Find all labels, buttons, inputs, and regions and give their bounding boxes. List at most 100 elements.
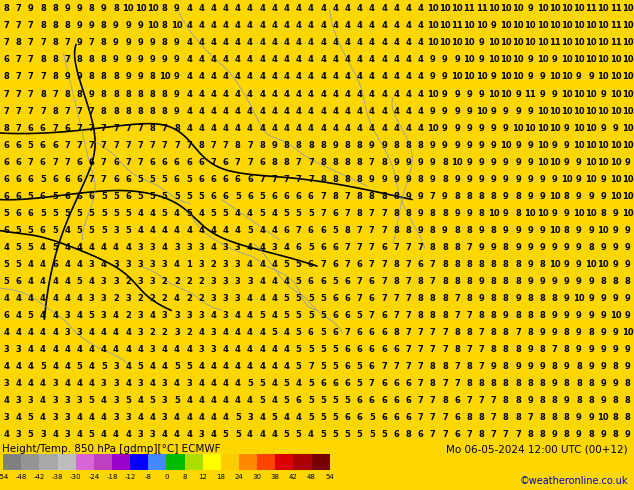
Text: 4: 4 — [332, 55, 338, 65]
Text: 5: 5 — [259, 209, 265, 218]
Text: 5: 5 — [186, 362, 192, 371]
Text: 8: 8 — [552, 294, 557, 303]
Text: 7: 7 — [113, 123, 119, 133]
Text: 8: 8 — [418, 277, 424, 286]
Text: -30: -30 — [70, 474, 82, 480]
Text: 5: 5 — [186, 192, 192, 201]
Bar — [311, 454, 330, 470]
Text: 9: 9 — [564, 260, 569, 269]
Text: 9: 9 — [540, 192, 545, 201]
Text: 4: 4 — [210, 73, 216, 81]
Text: 8: 8 — [16, 38, 22, 48]
Bar — [257, 454, 275, 470]
Text: 8: 8 — [320, 174, 326, 184]
Text: 9: 9 — [612, 226, 618, 235]
Text: 6: 6 — [198, 174, 204, 184]
Text: 10: 10 — [561, 4, 573, 13]
Text: 8: 8 — [126, 106, 131, 116]
Text: 4: 4 — [271, 209, 277, 218]
Text: 4: 4 — [198, 123, 204, 133]
Text: 5: 5 — [16, 226, 22, 235]
Text: 5: 5 — [320, 294, 326, 303]
Text: 7: 7 — [77, 141, 82, 149]
Text: 6: 6 — [77, 158, 82, 167]
Text: 5: 5 — [162, 192, 167, 201]
Text: 7: 7 — [345, 260, 351, 269]
Text: 9: 9 — [600, 90, 606, 98]
Text: 7: 7 — [454, 362, 460, 371]
Text: 5: 5 — [89, 430, 94, 439]
Text: 7: 7 — [418, 362, 424, 371]
Text: 10: 10 — [439, 4, 451, 13]
Text: 8: 8 — [101, 106, 107, 116]
Text: 8: 8 — [564, 430, 569, 439]
Text: 4: 4 — [210, 396, 216, 405]
Text: 7: 7 — [515, 430, 521, 439]
Text: 8: 8 — [393, 192, 399, 201]
Text: 5: 5 — [308, 345, 314, 354]
Text: 4: 4 — [223, 106, 229, 116]
Text: 5: 5 — [77, 226, 82, 235]
Text: 9: 9 — [540, 73, 545, 81]
Text: 4: 4 — [64, 243, 70, 252]
Text: 9: 9 — [442, 192, 448, 201]
Text: 48: 48 — [307, 474, 316, 480]
Text: 4: 4 — [259, 226, 265, 235]
Text: 8: 8 — [515, 277, 521, 286]
Text: 9: 9 — [454, 174, 460, 184]
Text: 8: 8 — [467, 192, 472, 201]
Text: 8: 8 — [454, 260, 460, 269]
Text: 8: 8 — [479, 379, 484, 388]
Text: 8: 8 — [503, 294, 508, 303]
Text: 6: 6 — [454, 430, 460, 439]
Text: 6: 6 — [381, 328, 387, 337]
Text: 6: 6 — [418, 260, 424, 269]
Text: 9: 9 — [564, 243, 569, 252]
Text: 10: 10 — [622, 4, 633, 13]
Text: 3: 3 — [101, 277, 107, 286]
Text: 8: 8 — [113, 90, 119, 98]
Text: 4: 4 — [210, 38, 216, 48]
Text: 7: 7 — [418, 396, 424, 405]
Text: 7: 7 — [65, 55, 70, 65]
Text: 7: 7 — [369, 209, 375, 218]
Text: 11: 11 — [463, 4, 475, 13]
Text: 9: 9 — [442, 73, 448, 81]
Text: 9: 9 — [564, 141, 569, 149]
Text: 10: 10 — [536, 4, 548, 13]
Text: 3: 3 — [162, 396, 167, 405]
Text: 3: 3 — [138, 311, 143, 320]
Text: 9: 9 — [588, 192, 594, 201]
Text: 9: 9 — [600, 294, 606, 303]
Text: 4: 4 — [271, 73, 277, 81]
Text: -24: -24 — [88, 474, 100, 480]
Text: 6: 6 — [247, 192, 253, 201]
Text: 10: 10 — [561, 90, 573, 98]
Text: 10: 10 — [585, 209, 597, 218]
Text: 4: 4 — [40, 413, 46, 422]
Text: 8: 8 — [89, 55, 94, 65]
Text: 5: 5 — [271, 413, 277, 422]
Text: 10: 10 — [549, 226, 560, 235]
Text: 3: 3 — [126, 260, 131, 269]
Text: 9: 9 — [174, 4, 180, 13]
Text: 8: 8 — [564, 226, 569, 235]
Text: 5: 5 — [52, 226, 58, 235]
Text: 10: 10 — [561, 174, 573, 184]
Text: 10: 10 — [597, 106, 609, 116]
Text: 8: 8 — [564, 345, 569, 354]
Text: 10: 10 — [573, 55, 585, 65]
Text: 5: 5 — [357, 379, 363, 388]
Text: 4: 4 — [150, 413, 155, 422]
Text: 8: 8 — [515, 209, 521, 218]
Text: 10: 10 — [597, 73, 609, 81]
Text: 6: 6 — [16, 192, 22, 201]
Text: 8: 8 — [442, 277, 448, 286]
Text: 9: 9 — [564, 123, 569, 133]
Text: 5: 5 — [113, 209, 119, 218]
Text: 9: 9 — [515, 294, 521, 303]
Text: 5: 5 — [16, 260, 22, 269]
Text: 9: 9 — [600, 328, 606, 337]
Text: 3: 3 — [174, 311, 180, 320]
Text: 8: 8 — [138, 90, 143, 98]
